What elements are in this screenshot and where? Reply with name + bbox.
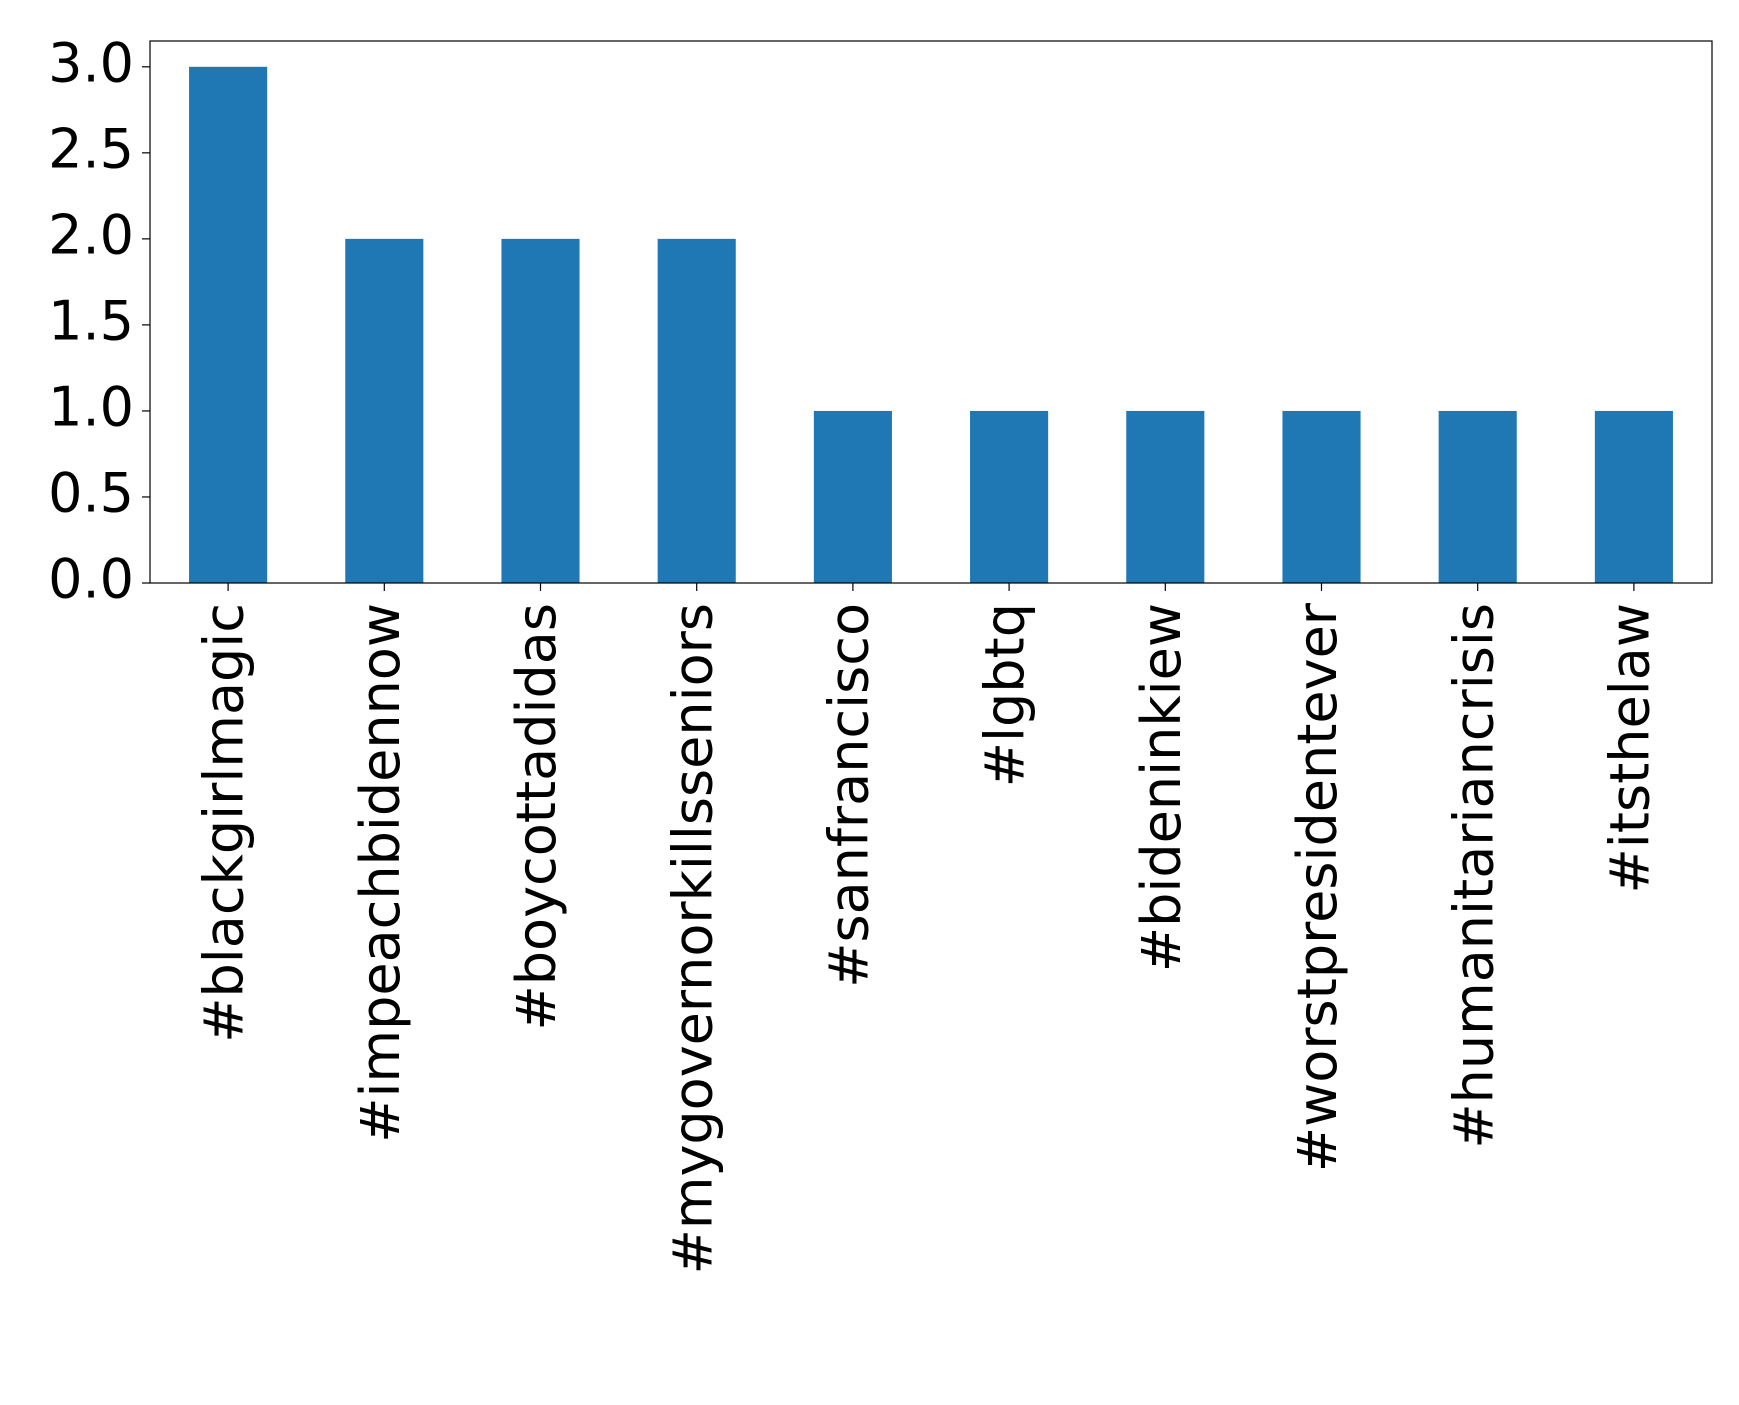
y-tick-label: 1.0 [48, 376, 134, 439]
bar [1126, 410, 1205, 583]
x-tick-label: #lgbtq [974, 603, 1037, 787]
x-tick-label: #blackgirlmagic [193, 603, 256, 1043]
plot-frame [149, 40, 1713, 584]
bar [657, 238, 736, 583]
x-tick-label: #bideninkiew [1130, 603, 1193, 972]
y-tick-label: 1.5 [48, 290, 134, 353]
y-tick-label: 0.0 [48, 548, 134, 611]
y-tick-label: 3.0 [48, 31, 134, 94]
x-tick-label: #worstpresidentever [1286, 602, 1349, 1172]
bar [345, 238, 424, 583]
bar [501, 238, 580, 583]
y-tick-label: 2.0 [48, 204, 134, 267]
bar [1282, 410, 1361, 583]
x-tick-label: #boycottadidas [505, 603, 568, 1030]
x-tick-label: #impeachbidennow [349, 603, 412, 1143]
bar [813, 410, 892, 583]
y-tick-label: 0.5 [48, 462, 134, 525]
y-tick-label: 2.5 [48, 117, 134, 180]
x-tick-label: #itsthelaw [1599, 603, 1662, 893]
x-tick-label: #sanfrancisco [818, 603, 881, 988]
bar [1594, 410, 1673, 583]
x-tick-label: #humanitariancrisis [1442, 603, 1505, 1149]
x-tick-label: #mygovernorkillsseniors [661, 603, 724, 1274]
bar [970, 410, 1049, 583]
bar [1438, 410, 1517, 583]
bar [189, 66, 268, 584]
